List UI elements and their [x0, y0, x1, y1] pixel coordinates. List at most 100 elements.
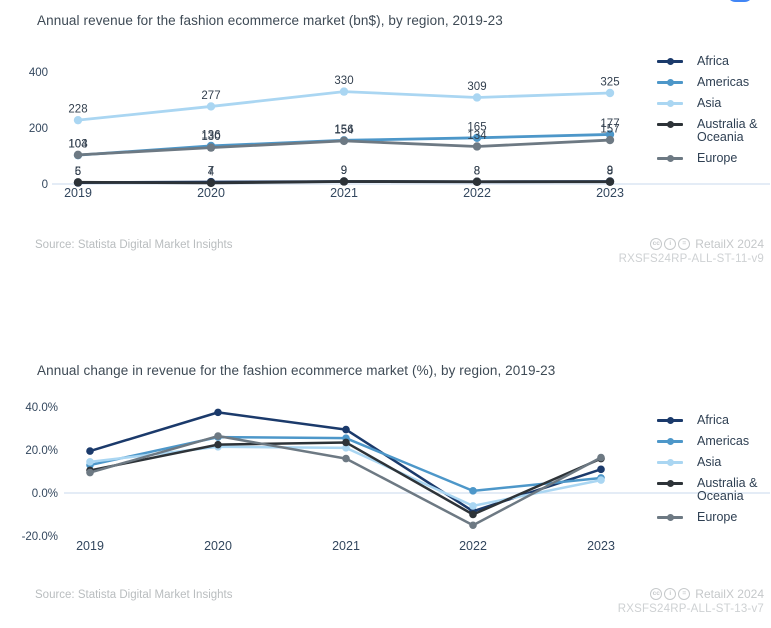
credit-block: cc i = RetailX 2024 RXSFS24RP-ALL-ST-13-v7 — [618, 587, 764, 615]
legend-label: Australia & Oceania — [697, 117, 758, 144]
data-point — [206, 143, 216, 152]
data-label: 325 — [600, 77, 619, 89]
data-point — [605, 135, 615, 145]
legend-label: Europe — [697, 510, 738, 524]
data-label: 156 — [334, 124, 353, 136]
data-point — [86, 458, 94, 466]
x-tick-label: 2022 — [463, 186, 491, 200]
data-point — [469, 487, 477, 495]
data-point — [339, 177, 349, 186]
data-label: 134 — [467, 130, 487, 142]
license-icons: cc i = — [650, 588, 691, 600]
chart-code: RXSFS24RP-ALL-ST-13-v7 — [617, 603, 764, 615]
x-tick-label: 2020 — [204, 539, 232, 553]
data-point — [472, 177, 482, 186]
legend-item-africa: Africa — [657, 414, 771, 427]
data-point — [597, 465, 605, 474]
by-icon: i — [664, 238, 677, 250]
x-tick-label: 2023 — [596, 186, 624, 200]
data-label: 130 — [201, 131, 220, 143]
data-label: 136 — [201, 129, 220, 141]
data-point — [214, 440, 222, 449]
x-tick-label: 2020 — [197, 186, 225, 200]
data-label: 154 — [334, 124, 354, 136]
data-label: 9 — [341, 165, 347, 177]
australia-oceania-legend-marker — [657, 477, 683, 490]
data-label: 165 — [467, 121, 486, 133]
data-point — [472, 142, 482, 151]
data-point — [86, 447, 94, 455]
data-point — [206, 178, 216, 188]
credit-text: RetailX 2024 — [695, 237, 764, 251]
data-label: 8 — [474, 165, 480, 177]
australia-oceania-legend-marker — [657, 118, 683, 131]
legend-label: Asia — [697, 455, 722, 469]
series-asia — [86, 442, 605, 510]
data-label: 8 — [474, 165, 480, 177]
data-point — [342, 438, 350, 447]
series-asia: 228 277 330 309 325 — [68, 75, 620, 125]
data-point — [342, 454, 350, 463]
legend-item-americas: Americas — [657, 435, 771, 448]
floating-action-button[interactable] — [727, 0, 753, 2]
data-point — [73, 115, 83, 125]
data-label: 5 — [75, 166, 81, 178]
data-point — [605, 177, 615, 186]
asia-legend-marker — [657, 456, 683, 469]
nd-icon: = — [678, 588, 691, 600]
credit-text: RetailX 2024 — [695, 587, 764, 601]
legend-item-australia-oceania: Australia & Oceania — [657, 477, 771, 503]
africa-legend-marker — [657, 414, 683, 427]
africa-legend-marker — [657, 55, 683, 68]
legend-label: Americas — [697, 75, 750, 89]
series-australia-oceania: 6 4 9 8 8 — [73, 165, 615, 188]
data-label: 103 — [68, 139, 87, 151]
y-tick-label: 200 — [29, 123, 48, 135]
data-point — [472, 133, 482, 142]
data-point — [339, 136, 349, 146]
y-tick-label: 20.0% — [25, 445, 58, 457]
data-point — [214, 432, 222, 440]
data-label: 8 — [607, 165, 613, 177]
legend-label: Africa — [697, 413, 729, 427]
data-label: 6 — [75, 166, 81, 178]
legend-label: Asia — [697, 96, 722, 110]
x-tick-label: 2023 — [587, 539, 615, 553]
europe-legend-marker — [657, 511, 683, 524]
x-tick-label: 2019 — [64, 186, 92, 200]
asia-legend-marker — [657, 97, 683, 110]
revenue-chart-title: Annual revenue for the fashion ecommerce… — [37, 13, 503, 28]
data-label: 277 — [201, 90, 220, 102]
data-point — [206, 102, 216, 111]
data-point — [597, 453, 605, 462]
cc-icon: cc — [650, 588, 663, 600]
data-point — [605, 88, 615, 98]
y-tick-label: 0.0% — [32, 488, 58, 500]
cc-icon: cc — [650, 238, 663, 250]
legend-item-europe: Europe — [657, 152, 771, 165]
legend-label: Australia & Oceania — [697, 476, 758, 503]
data-label: 4 — [208, 166, 215, 178]
credit-block: cc i = RetailX 2024 RXSFS24RP-ALL-ST-11-v9 — [619, 237, 764, 265]
source-note: Source: Statista Digital Market Insights — [35, 589, 233, 601]
legend-item-europe: Europe — [657, 511, 771, 524]
y-tick-label: -20.0% — [22, 531, 58, 543]
source-note: Source: Statista Digital Market Insights — [35, 239, 233, 251]
data-point — [339, 87, 349, 96]
series-europe — [86, 432, 605, 530]
series-line — [76, 90, 612, 122]
x-tick-label: 2022 — [459, 539, 487, 553]
data-label: 9 — [341, 165, 347, 177]
americas-legend-marker — [657, 435, 683, 448]
legend-item-asia: Asia — [657, 456, 771, 469]
chart-code: RXSFS24RP-ALL-ST-11-v9 — [618, 253, 764, 265]
data-point — [73, 150, 83, 160]
y-tick-label: 40.0% — [25, 402, 58, 414]
x-tick-label: 2021 — [330, 186, 358, 200]
data-label: 177 — [600, 118, 619, 130]
legend-label: Europe — [697, 151, 738, 165]
by-icon: i — [664, 588, 677, 600]
legend-item-americas: Americas — [657, 76, 771, 89]
